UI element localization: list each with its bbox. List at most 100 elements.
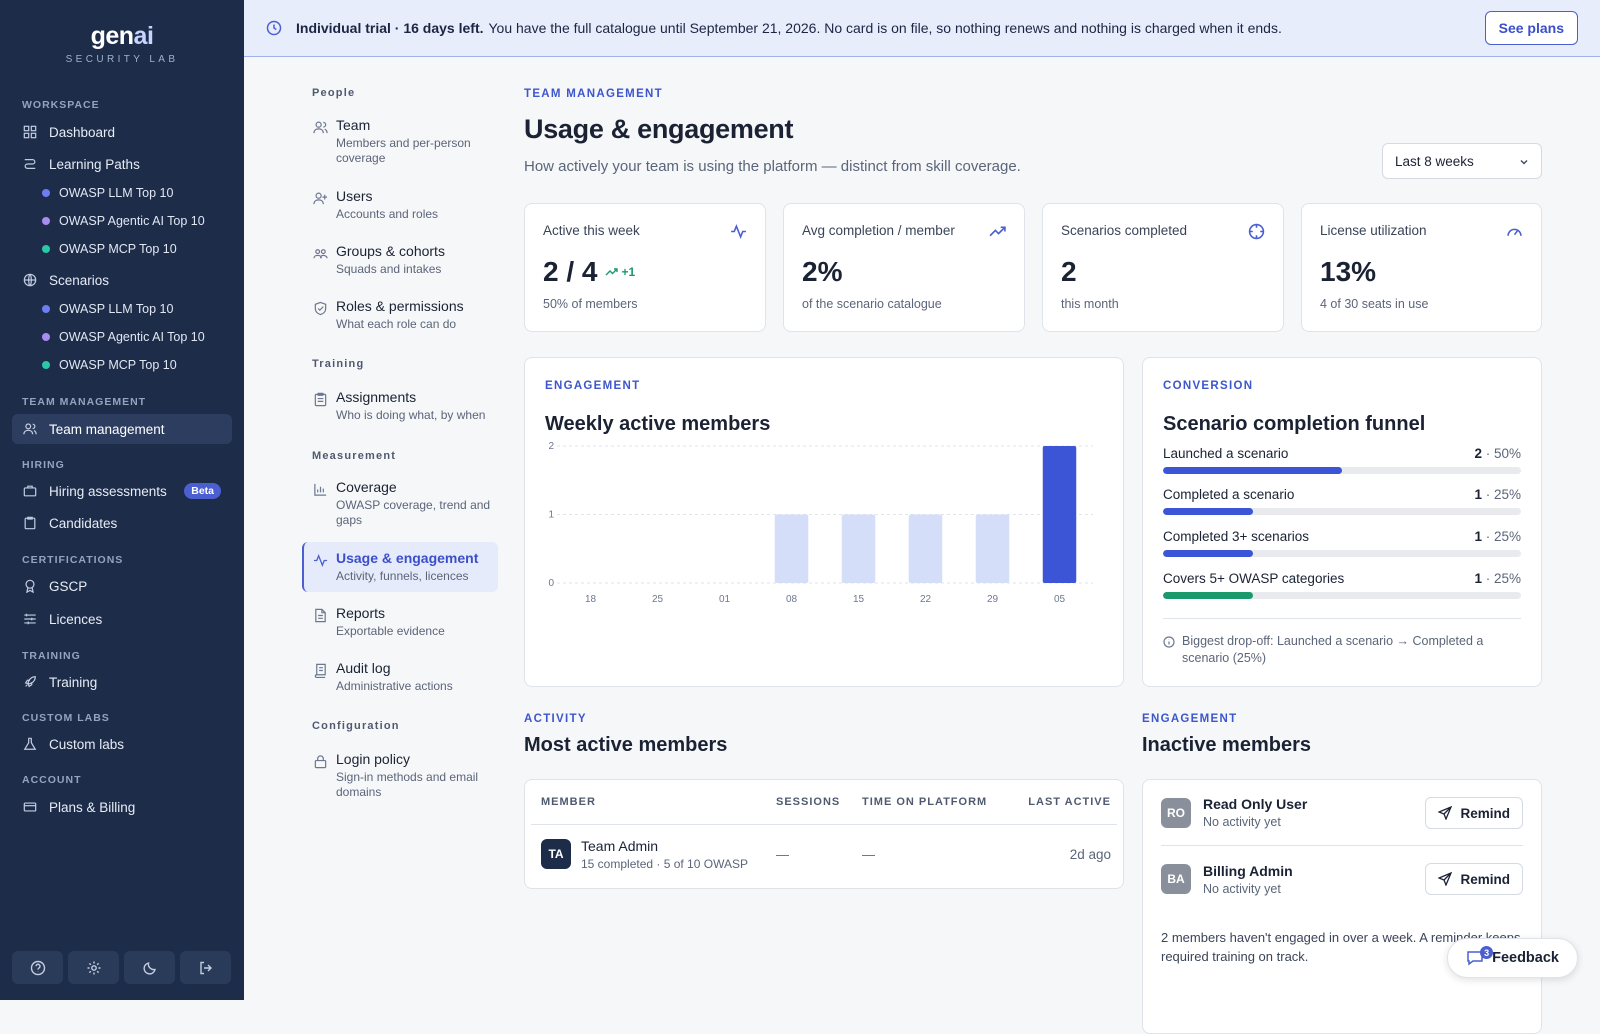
help-button[interactable] (12, 951, 63, 984)
brand-logo[interactable]: genai SECURITY LAB (0, 0, 244, 65)
subnav-item-roles[interactable]: Roles & permissions What each role can d… (302, 290, 498, 340)
theme-toggle-button[interactable] (124, 951, 175, 984)
sidebar-item-candidates[interactable]: Candidates (12, 508, 232, 538)
lock-icon (313, 754, 328, 769)
y-tick-label: 0 (548, 578, 554, 589)
sidebar-item-licences[interactable]: Licences (12, 604, 232, 634)
subnav-item-coverage[interactable]: Coverage OWASP coverage, trend and gaps (302, 471, 498, 536)
kpi-value: 13% (1320, 256, 1376, 288)
col-time[interactable]: Time on platform (862, 780, 1002, 824)
section-training: Training (0, 650, 81, 662)
sidebar-item-hiring-assessments[interactable]: Hiring assessments Beta (12, 476, 232, 506)
remind-label: Remind (1460, 872, 1510, 887)
sidebar-item-custom-labs[interactable]: Custom labs (12, 729, 232, 759)
avatar: BA (1161, 864, 1191, 894)
subnav-item-users[interactable]: Users Accounts and roles (302, 180, 498, 230)
page-lead: How actively your team is using the plat… (524, 158, 1021, 175)
subnav-item-assignments[interactable]: Assignments Who is doing what, by when (302, 381, 498, 431)
subnav-item-team[interactable]: Team Members and per-person coverage (302, 109, 498, 174)
subnav-item-title: Usage & engagement (336, 550, 498, 566)
sidebar-subitem-sc-llm[interactable]: OWASP LLM Top 10 (0, 295, 244, 323)
settings-button[interactable] (68, 951, 119, 984)
sidebar-item-learning-paths[interactable]: Learning Paths (12, 149, 232, 179)
sidebar-footer (12, 951, 231, 984)
funnel-step-label: Completed 3+ scenarios (1163, 529, 1309, 544)
subnav-section-training: Training (302, 358, 364, 370)
funnel-step-pct: 25% (1494, 571, 1521, 586)
info-icon (1163, 636, 1175, 648)
sidebar-item-dashboard[interactable]: Dashboard (12, 117, 232, 147)
subnav-item-title: Groups & cohorts (336, 243, 498, 259)
funnel-step-value: 1 · 25% (1474, 571, 1521, 586)
trending-up-icon (989, 223, 1006, 240)
activity-icon (313, 553, 328, 568)
activity-icon (730, 223, 747, 240)
subnav-item-title: Roles & permissions (336, 298, 498, 314)
sidebar-item-gscp[interactable]: GSCP (12, 571, 232, 601)
credit-card-icon (23, 800, 37, 814)
globe-icon (23, 273, 37, 287)
remind-button[interactable]: Remind (1425, 797, 1523, 829)
member-name: Billing Admin (1203, 863, 1293, 879)
sidebar-subitem-sc-mcp[interactable]: OWASP MCP Top 10 (0, 351, 244, 379)
color-dot (42, 245, 50, 253)
remind-button[interactable]: Remind (1425, 863, 1523, 895)
sidebar-item-training[interactable]: Training (12, 667, 232, 697)
sidebar-subitem-lp-mcp[interactable]: OWASP MCP Top 10 (0, 235, 244, 263)
col-last-active[interactable]: Last active (1002, 780, 1117, 824)
col-sessions[interactable]: Sessions (776, 780, 862, 824)
trial-banner-strong: Individual trial · 16 days left. (296, 20, 484, 36)
date-range-select[interactable]: Last 8 weeks (1382, 143, 1542, 179)
feedback-button[interactable]: 3 Feedback (1447, 938, 1578, 978)
funnel-step-label: Completed a scenario (1163, 487, 1294, 502)
dashboard-icon (23, 125, 37, 139)
logout-button[interactable] (180, 951, 231, 984)
kpi-label: License utilization (1320, 223, 1427, 238)
section-custom-labs: Custom labs (0, 712, 110, 724)
subnav-item-login-policy[interactable]: Login policy Sign-in methods and email d… (302, 743, 498, 808)
subnav-item-title: Team (336, 117, 498, 133)
sidebar-item-label: Scenarios (49, 273, 109, 288)
subnav-item-desc: Activity, funnels, licences (336, 569, 498, 584)
funnel-step: Launched a scenario 2 · 50% (1163, 446, 1521, 480)
brand-name-ai: ai (134, 22, 154, 50)
subnav-item-title: Assignments (336, 389, 498, 405)
subnav-section-people: People (302, 87, 355, 99)
users-icon (313, 120, 328, 135)
col-member[interactable]: Member (531, 780, 776, 824)
send-icon (1438, 806, 1452, 820)
sidebar-item-plans-billing[interactable]: Plans & Billing (12, 792, 232, 822)
sidebar-subitem-lp-llm[interactable]: OWASP LLM Top 10 (0, 179, 244, 207)
funnel-step-label: Covers 5+ OWASP categories (1163, 571, 1344, 586)
sidebar-item-scenarios[interactable]: Scenarios (12, 265, 232, 295)
help-icon (30, 960, 46, 976)
see-plans-button[interactable]: See plans (1485, 11, 1578, 45)
subnav-item-desc: Accounts and roles (336, 207, 498, 222)
subnav-item-audit-log[interactable]: Audit log Administrative actions (302, 652, 498, 702)
subnav-item-title: Audit log (336, 660, 498, 676)
cell-sessions: — (776, 824, 862, 884)
sidebar-subitem-label: OWASP Agentic AI Top 10 (59, 214, 205, 228)
sidebar-subitem-label: OWASP LLM Top 10 (59, 186, 173, 200)
subnav-item-usage-engagement[interactable]: Usage & engagement Activity, funnels, li… (302, 542, 498, 592)
kpi-delta-value: +1 (621, 265, 635, 279)
subnav-item-desc: Exportable evidence (336, 624, 498, 639)
card-title: Weekly active members (545, 413, 770, 436)
subnav-item-title: Users (336, 188, 498, 204)
clipboard-list-icon (313, 392, 328, 407)
sidebar-item-label: Training (49, 675, 97, 690)
subnav-item-reports[interactable]: Reports Exportable evidence (302, 597, 498, 647)
section-certifications: Certifications (0, 554, 123, 566)
x-tick-label: 15 (853, 594, 865, 605)
sidebar-item-team-management[interactable]: Team management (12, 414, 232, 444)
kpi-value: 2 / 4 (543, 256, 597, 288)
sidebar-subitem-label: OWASP Agentic AI Top 10 (59, 330, 205, 344)
funnel-fill (1163, 592, 1253, 599)
subnav-item-groups[interactable]: Groups & cohorts Squads and intakes (302, 235, 498, 285)
sidebar-subitem-sc-agentic[interactable]: OWASP Agentic AI Top 10 (0, 323, 244, 351)
funnel-step-value: 1 · 25% (1474, 487, 1521, 502)
kpi-scenarios-completed: Scenarios completed 2 this month (1042, 203, 1284, 332)
sidebar-subitem-lp-agentic[interactable]: OWASP Agentic AI Top 10 (0, 207, 244, 235)
